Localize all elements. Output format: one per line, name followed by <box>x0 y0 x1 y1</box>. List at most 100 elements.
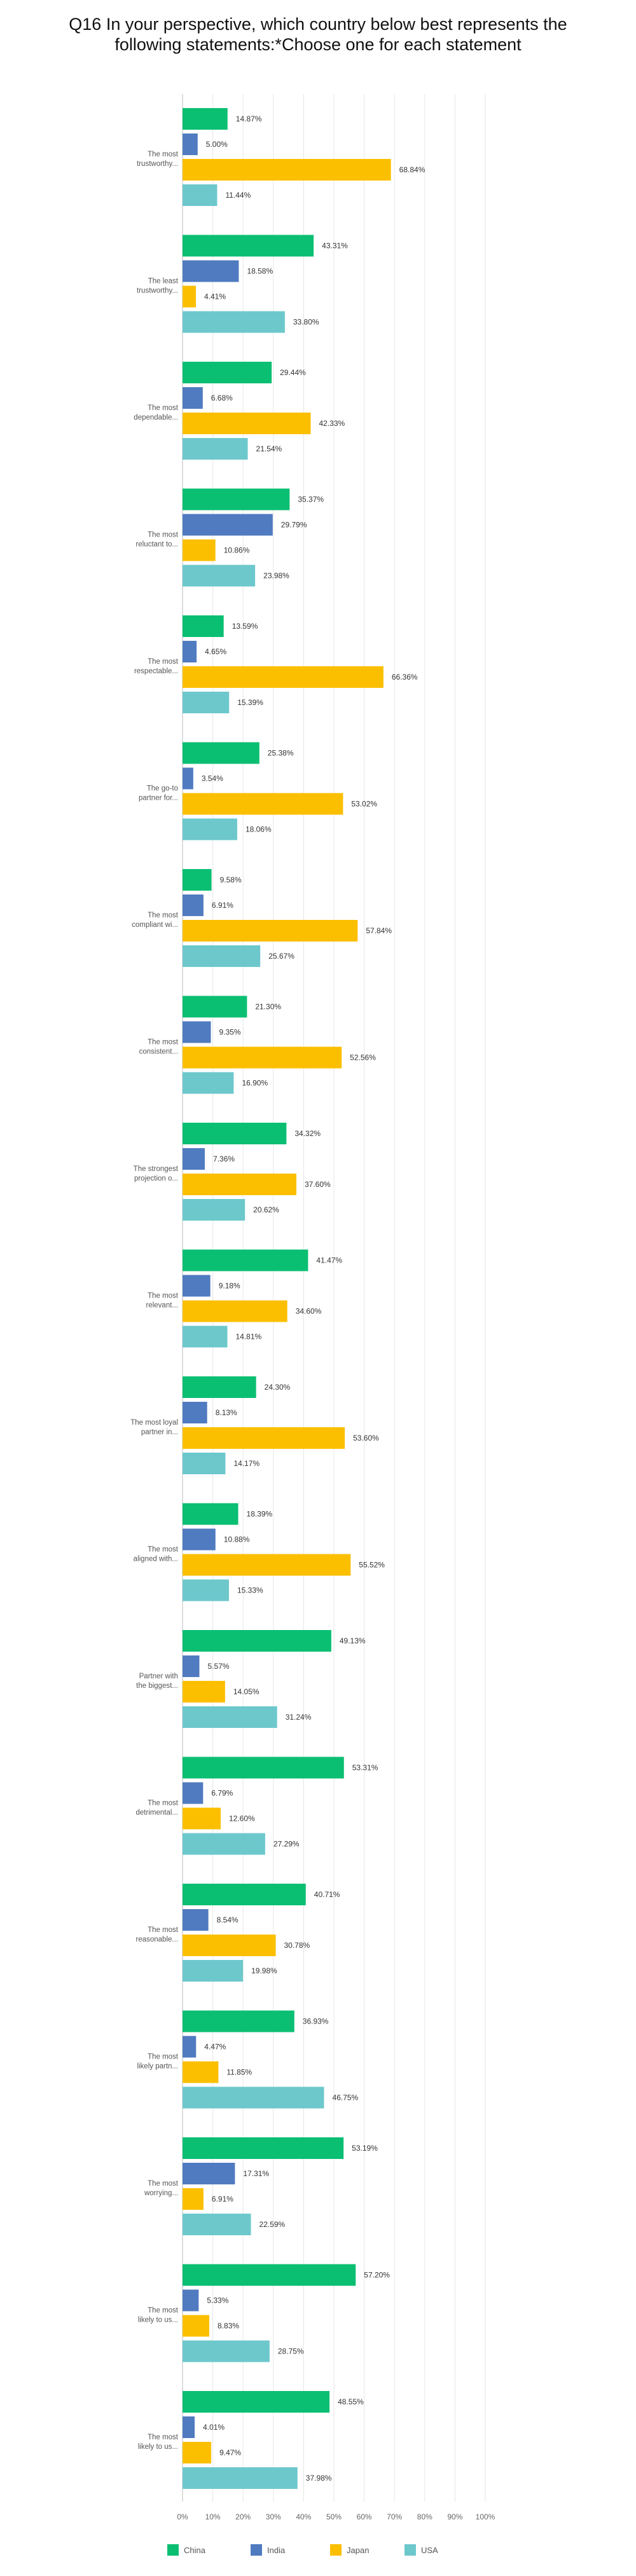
bar-usa[interactable] <box>183 1706 277 1728</box>
bar-usa[interactable] <box>183 438 248 460</box>
bar-japan[interactable] <box>183 1554 351 1576</box>
data-label: 15.39% <box>237 698 263 707</box>
bar-japan[interactable] <box>183 1807 221 1830</box>
bar-japan[interactable] <box>183 1681 225 1702</box>
bar-usa[interactable] <box>183 2340 270 2362</box>
category-label: The most likely partn... <box>137 2053 178 2071</box>
bar-india[interactable] <box>183 2036 197 2058</box>
bar-usa[interactable] <box>183 311 285 333</box>
bar-china[interactable] <box>183 108 228 130</box>
bar-india[interactable] <box>183 387 203 409</box>
bar-usa[interactable] <box>183 818 237 840</box>
bar-india[interactable] <box>183 767 193 790</box>
bar-china[interactable] <box>183 2391 330 2413</box>
data-label: 6.91% <box>212 901 233 910</box>
bar-china[interactable] <box>183 1123 287 1144</box>
category-label-line: The most <box>148 1926 179 1934</box>
bar-usa[interactable] <box>183 2086 324 2109</box>
x-tick-label: 80% <box>417 2512 432 2521</box>
category-label-line: partner in... <box>141 1428 178 1436</box>
data-label: 18.06% <box>245 825 272 834</box>
bar-china[interactable] <box>183 615 224 637</box>
bar-japan[interactable] <box>183 1935 276 1956</box>
data-label: 9.18% <box>219 1282 240 1291</box>
category-label: The least trustworthy... <box>137 278 179 295</box>
bar-china[interactable] <box>183 1884 306 1905</box>
bar-japan[interactable] <box>183 413 311 434</box>
bar-usa[interactable] <box>183 692 230 713</box>
legend-label-japan: Japan <box>347 2545 369 2555</box>
bar-china[interactable] <box>183 1376 256 1398</box>
bar-china[interactable] <box>183 1757 344 1779</box>
bar-japan[interactable] <box>183 920 358 942</box>
bar-usa[interactable] <box>183 2467 298 2489</box>
data-label: 14.87% <box>236 114 262 123</box>
bar-china[interactable] <box>183 488 290 510</box>
bar-usa[interactable] <box>183 2214 251 2235</box>
category-label-line: The most <box>148 2434 179 2441</box>
bar-japan[interactable] <box>183 1427 345 1449</box>
bar-india[interactable] <box>183 134 198 155</box>
bar-china[interactable] <box>183 2264 356 2286</box>
bar-china[interactable] <box>183 869 212 891</box>
bar-usa[interactable] <box>183 1833 265 1855</box>
bar-usa[interactable] <box>183 945 261 967</box>
bar-india[interactable] <box>183 1528 216 1551</box>
bar-japan[interactable] <box>183 539 216 561</box>
x-tick-label: 0% <box>177 2512 188 2521</box>
bar-india[interactable] <box>183 2289 199 2312</box>
bar-india[interactable] <box>183 894 204 916</box>
bar-japan[interactable] <box>183 2442 212 2463</box>
bar-india[interactable] <box>183 1402 207 1423</box>
bar-india[interactable] <box>183 1021 211 1043</box>
bar-japan[interactable] <box>183 2315 210 2337</box>
bar-china[interactable] <box>183 996 247 1018</box>
bar-india[interactable] <box>183 641 197 662</box>
bar-china[interactable] <box>183 742 259 764</box>
bar-usa[interactable] <box>183 565 256 587</box>
bar-usa[interactable] <box>183 1579 229 1601</box>
data-label: 13.59% <box>232 622 258 631</box>
bar-japan[interactable] <box>183 1046 342 1069</box>
bar-china[interactable] <box>183 362 272 383</box>
bar-china[interactable] <box>183 2137 344 2159</box>
category-label-line: likely to us... <box>138 2317 178 2324</box>
bar-usa[interactable] <box>183 1326 228 1348</box>
bar-china[interactable] <box>183 2010 294 2032</box>
bar-india[interactable] <box>183 1655 200 1677</box>
bar-japan[interactable] <box>183 2188 204 2210</box>
bar-china[interactable] <box>183 1249 308 1271</box>
bar-usa[interactable] <box>183 184 218 206</box>
x-tick-label: 20% <box>235 2512 251 2521</box>
bar-china[interactable] <box>183 1503 238 1525</box>
data-label: 20.62% <box>253 1205 279 1214</box>
category-label-line: aligned with... <box>134 1556 178 1563</box>
bar-usa[interactable] <box>183 1199 245 1221</box>
bar-india[interactable] <box>183 514 273 536</box>
data-label: 11.44% <box>225 191 251 200</box>
bar-india[interactable] <box>183 1909 209 1931</box>
bar-india[interactable] <box>183 1148 205 1170</box>
legend-label-china: China <box>184 2545 206 2555</box>
bar-india[interactable] <box>183 260 239 282</box>
data-label: 14.05% <box>233 1687 259 1696</box>
category-label: The most loyal partner in... <box>130 1419 178 1436</box>
bar-japan[interactable] <box>183 1300 287 1322</box>
bar-india[interactable] <box>183 1275 211 1297</box>
bar-japan[interactable] <box>183 159 391 181</box>
bar-china[interactable] <box>183 235 314 257</box>
bar-japan[interactable] <box>183 666 384 688</box>
category-label: The strongest projection o... <box>134 1165 179 1182</box>
bar-japan[interactable] <box>183 1174 296 1195</box>
bar-china[interactable] <box>183 1630 331 1652</box>
bar-japan[interactable] <box>183 793 343 815</box>
bar-usa[interactable] <box>183 1453 226 1474</box>
bar-india[interactable] <box>183 1782 204 1804</box>
bar-india[interactable] <box>183 2416 195 2438</box>
bar-india[interactable] <box>183 2163 235 2184</box>
bar-usa[interactable] <box>183 1072 234 1094</box>
bar-japan[interactable] <box>183 2061 219 2083</box>
data-label: 22.59% <box>259 2220 286 2229</box>
bar-usa[interactable] <box>183 1960 244 1982</box>
bar-japan[interactable] <box>183 285 196 308</box>
